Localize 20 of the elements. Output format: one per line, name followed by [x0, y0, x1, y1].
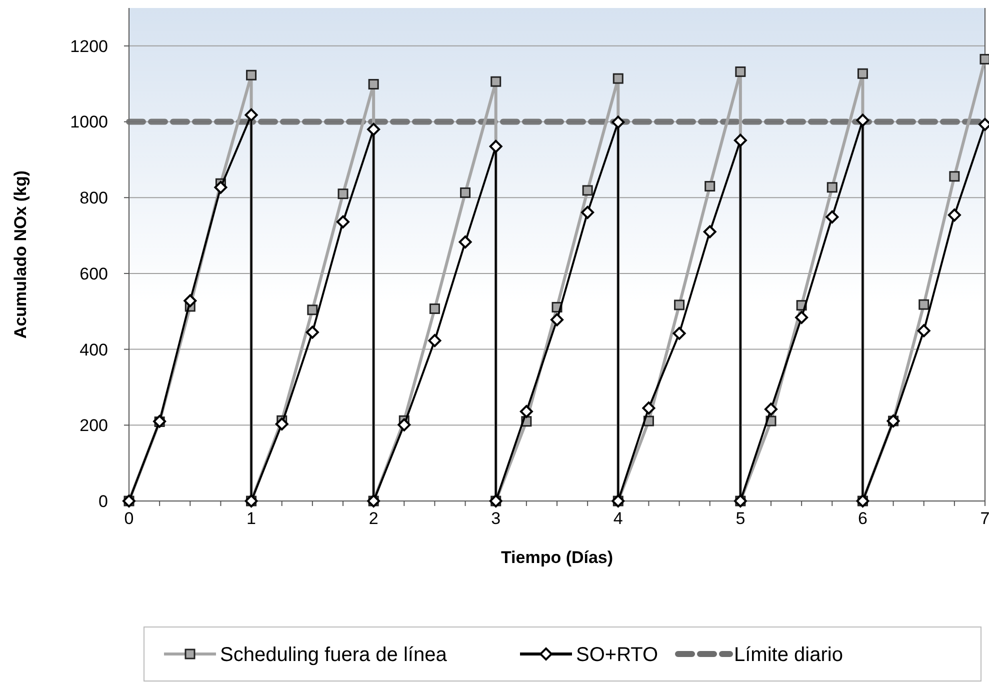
legend-label: Límite diario [734, 644, 843, 666]
y-tick-label: 0 [98, 492, 108, 511]
x-tick-label: 1 [246, 509, 256, 528]
y-tick-label: 400 [80, 340, 108, 360]
x-tick-label: 5 [736, 509, 746, 528]
x-tick-label: 4 [613, 509, 623, 528]
legend-label: Scheduling fuera de línea [220, 644, 448, 666]
x-tick-label: 7 [980, 509, 989, 528]
y-tick-label: 1200 [70, 36, 108, 56]
y-tick-label: 200 [80, 416, 108, 436]
x-tick-label: 2 [368, 509, 378, 528]
y-tick-label: 600 [80, 264, 108, 284]
y-tick-label: 1000 [70, 112, 108, 132]
y-tick-label: 800 [80, 188, 108, 208]
x-tick-label: 0 [124, 509, 134, 528]
x-tick-label: 3 [491, 509, 501, 528]
x-axis-title: Tiempo (Días) [500, 548, 614, 567]
legend-label: SO+RTO [576, 644, 658, 666]
y-axis-title: Acumulado NOx (kg) [11, 170, 30, 339]
x-tick-label: 6 [858, 509, 868, 528]
